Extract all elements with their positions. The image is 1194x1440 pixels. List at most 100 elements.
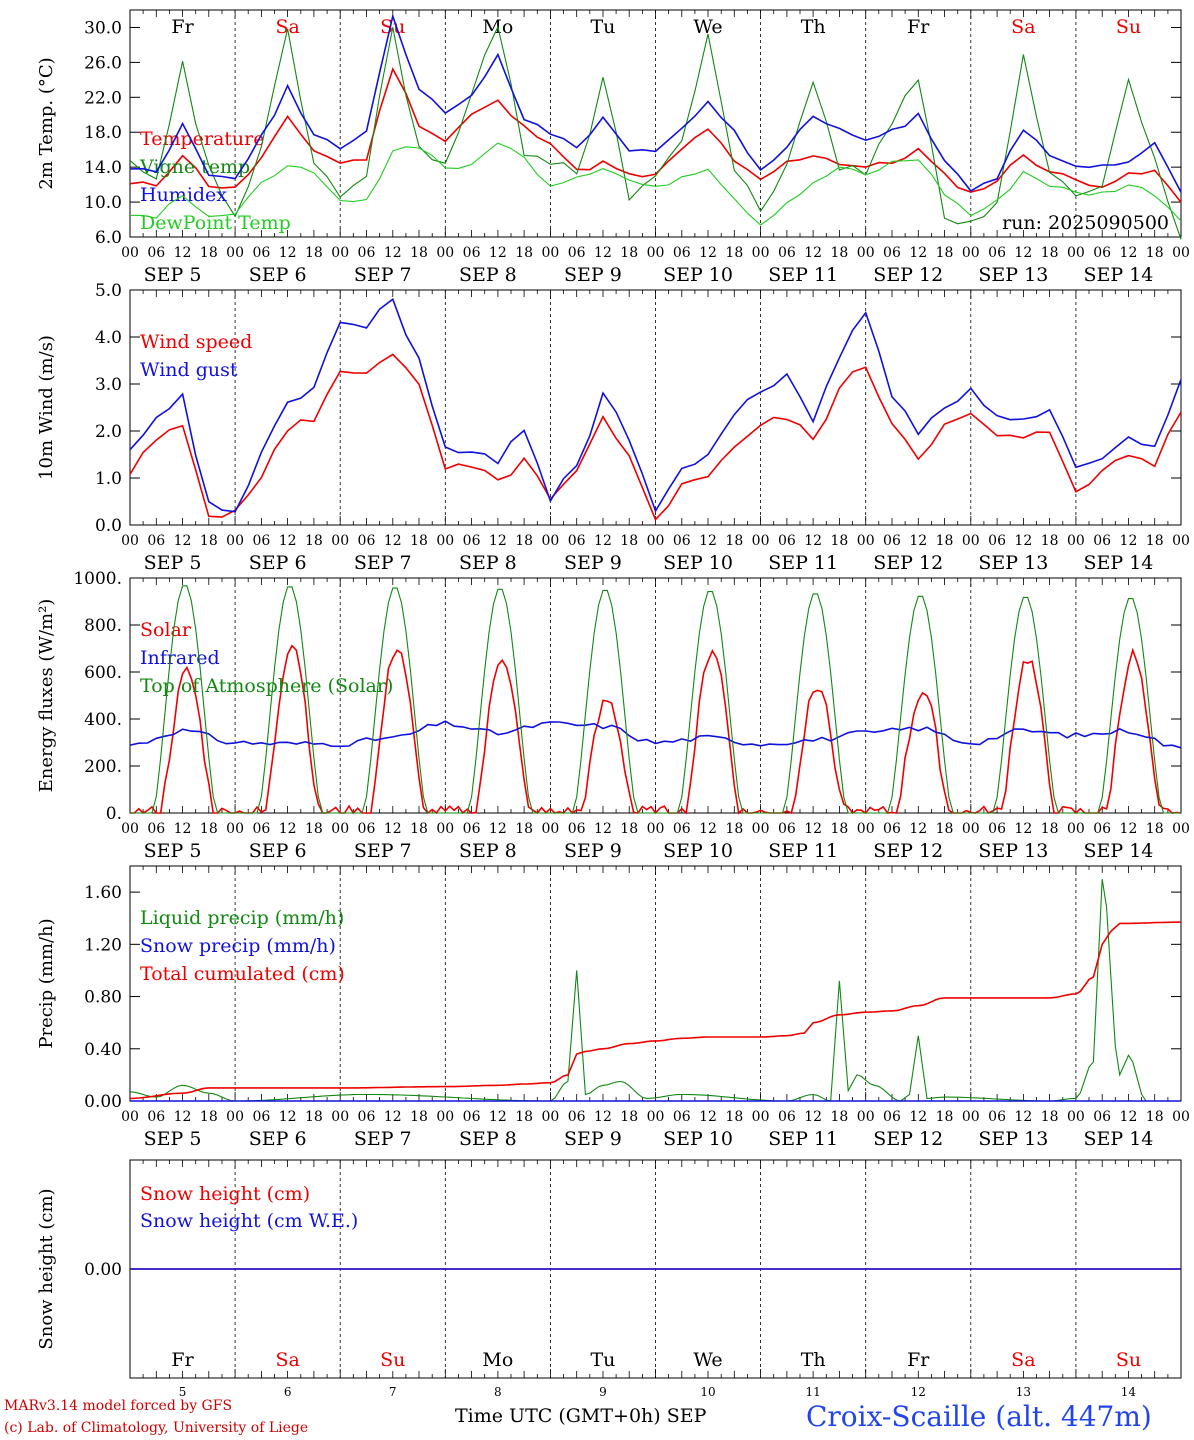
hour-label: 00 <box>857 821 875 837</box>
hour-label: 00 <box>541 533 559 549</box>
hour-label: 12 <box>804 533 822 549</box>
hour-label: 18 <box>725 1109 743 1125</box>
day-number-label: 9 <box>599 1385 607 1399</box>
legend-entry: Snow height (cm W.E.) <box>140 1210 358 1232</box>
hour-label: 06 <box>147 245 165 261</box>
hour-label: 00 <box>121 533 139 549</box>
hour-label: 18 <box>410 533 428 549</box>
hour-label: 18 <box>1146 821 1164 837</box>
legend-entry: Humidex <box>140 184 227 206</box>
day-of-week-label: Tu <box>590 1349 615 1371</box>
hour-label: 00 <box>647 245 665 261</box>
hour-label: 00 <box>436 1109 454 1125</box>
hour-label: 00 <box>752 1109 770 1125</box>
date-label: SEP 13 <box>978 552 1048 574</box>
y-tick-label: 0.00 <box>84 1092 122 1112</box>
day-of-week-label: Sa <box>1011 1349 1035 1371</box>
y-tick-label: 200. <box>84 757 122 777</box>
hour-label: 06 <box>358 245 376 261</box>
series-line-total-cumulated-cm <box>129 921 1182 1100</box>
hour-label: 12 <box>489 533 507 549</box>
date-label: SEP 11 <box>768 264 838 286</box>
date-label: SEP 6 <box>249 264 307 286</box>
y-tick-label: 14.0 <box>84 158 122 178</box>
hour-label: 18 <box>1041 245 1059 261</box>
hour-label: 12 <box>699 245 717 261</box>
date-label: SEP 14 <box>1084 552 1154 574</box>
hour-label: 06 <box>252 533 270 549</box>
hour-label: 06 <box>252 821 270 837</box>
date-label: SEP 9 <box>564 264 622 286</box>
hour-label: 12 <box>804 245 822 261</box>
hour-label: 00 <box>962 821 980 837</box>
hour-label: 12 <box>384 245 402 261</box>
hour-label: 18 <box>1146 533 1164 549</box>
hour-label: 12 <box>594 533 612 549</box>
legend-entry: Liquid precip (mm/h) <box>140 907 344 929</box>
y-tick-label: 22.0 <box>84 88 122 108</box>
date-label: SEP 12 <box>873 552 943 574</box>
hour-label: 18 <box>831 821 849 837</box>
hour-label: 12 <box>1120 533 1138 549</box>
hour-label: 12 <box>174 533 192 549</box>
hour-label: 12 <box>594 821 612 837</box>
hour-label: 00 <box>647 1109 665 1125</box>
day-of-week-label: Fr <box>171 1349 194 1371</box>
hour-label: 06 <box>988 533 1006 549</box>
hour-label: 18 <box>200 1109 218 1125</box>
hour-label: 12 <box>1014 1109 1032 1125</box>
day-of-week-label: Su <box>380 1349 405 1371</box>
date-label: SEP 6 <box>249 840 307 862</box>
series-line-wind-speed <box>129 353 1182 522</box>
day-of-week-label: Tu <box>590 16 615 38</box>
day-number-label: 8 <box>494 1385 502 1399</box>
hour-label: 06 <box>252 245 270 261</box>
legend-entry: Vigne temp <box>139 156 250 178</box>
hour-label: 12 <box>279 533 297 549</box>
x-axis-title: Time UTC (GMT+0h) SEP <box>455 1405 707 1427</box>
hour-label: 00 <box>857 533 875 549</box>
hour-label: 06 <box>988 1109 1006 1125</box>
day-of-week-label: We <box>693 1349 722 1371</box>
hour-label: 12 <box>699 533 717 549</box>
day-of-week-label: Sa <box>275 1349 299 1371</box>
date-label: SEP 5 <box>144 264 202 286</box>
date-label: SEP 10 <box>663 840 733 862</box>
series-line-infrared <box>129 720 1182 749</box>
hour-label: 18 <box>725 245 743 261</box>
hour-label: 18 <box>200 533 218 549</box>
legend-entry: DewPoint Temp <box>140 212 291 234</box>
series-line-liquid-precip-mm-h <box>129 879 1181 1102</box>
hour-label: 12 <box>1014 821 1032 837</box>
hour-label: 18 <box>1041 1109 1059 1125</box>
date-label: SEP 8 <box>459 1128 517 1150</box>
hour-label: 00 <box>962 533 980 549</box>
hour-label: 06 <box>778 821 796 837</box>
hour-label: 00 <box>541 821 559 837</box>
hour-label: 18 <box>515 1109 533 1125</box>
hour-label: 06 <box>673 1109 691 1125</box>
hour-label: 00 <box>331 533 349 549</box>
hour-label: 06 <box>988 245 1006 261</box>
date-label: SEP 7 <box>354 1128 412 1150</box>
y-axis-label: Snow height (cm) <box>36 1188 57 1349</box>
hour-label: 06 <box>1093 245 1111 261</box>
date-label: SEP 14 <box>1084 840 1154 862</box>
hour-label: 12 <box>174 821 192 837</box>
hour-label: 06 <box>463 1109 481 1125</box>
hour-label: 00 <box>121 821 139 837</box>
y-tick-label: 1.20 <box>84 935 122 955</box>
hour-label: 18 <box>620 533 638 549</box>
hour-label: 12 <box>1120 821 1138 837</box>
date-label: SEP 7 <box>354 264 412 286</box>
day-number-label: 10 <box>700 1385 715 1399</box>
hour-label: 06 <box>673 533 691 549</box>
day-of-week-label: Fr <box>907 16 930 38</box>
hour-label: 00 <box>226 1109 244 1125</box>
y-tick-label: 4.0 <box>95 328 122 348</box>
hour-label: 00 <box>1172 821 1190 837</box>
hour-label: 00 <box>857 1109 875 1125</box>
hour-label: 06 <box>1093 821 1111 837</box>
hour-label: 12 <box>804 821 822 837</box>
day-number-label: 12 <box>911 1385 926 1399</box>
